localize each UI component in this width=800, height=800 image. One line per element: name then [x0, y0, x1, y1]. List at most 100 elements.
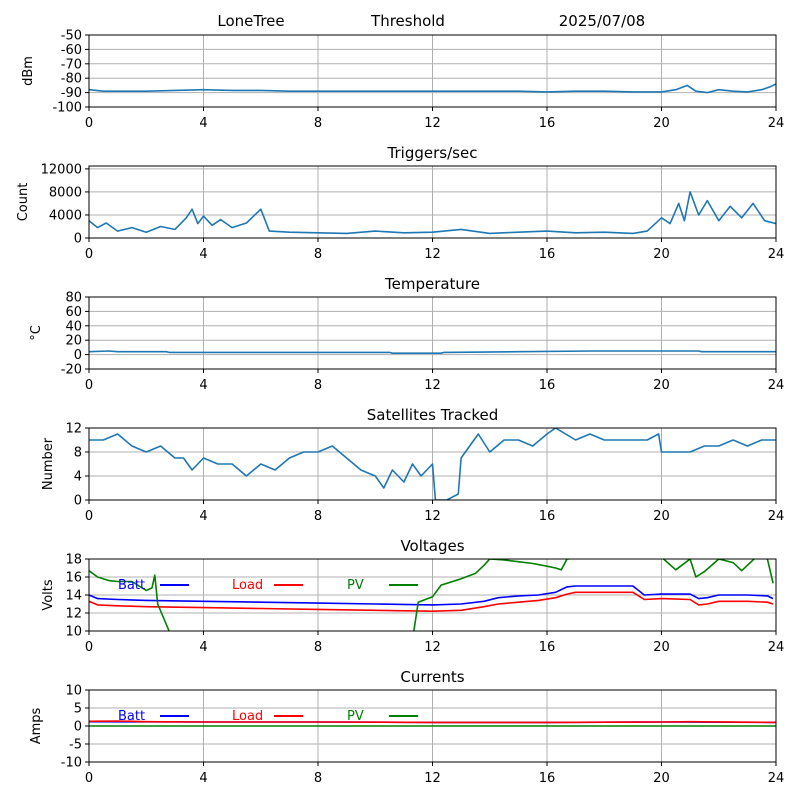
temperature-xtick-label: 4	[199, 378, 207, 393]
rssi-ytick-label: -80	[61, 72, 82, 87]
rssi-ytick-label: -100	[52, 101, 82, 116]
rssi-ytick-label: -60	[61, 43, 82, 58]
satellites-ylabel: Number	[41, 437, 56, 490]
triggers-xtick-label: 4	[199, 247, 207, 262]
currents-xtick-label: 0	[85, 771, 93, 786]
temperature-ytick-label: 40	[65, 319, 82, 334]
satellites-xtick-label: 0	[85, 509, 93, 524]
temperature-ytick-label: 0	[74, 348, 82, 363]
currents-legend-batt: Batt	[118, 709, 145, 724]
currents-xtick-label: 16	[539, 771, 556, 786]
voltages-ytick-label: 16	[65, 571, 82, 586]
temperature-xtick-label: 16	[539, 378, 556, 393]
currents-ytick-label: -5	[69, 738, 82, 753]
triggers-xtick-label: 8	[314, 247, 322, 262]
triggers-title: Triggers/sec	[387, 144, 478, 162]
voltages-xtick-label: 24	[768, 640, 785, 655]
temperature-xtick-label: 20	[653, 378, 670, 393]
rssi-xtick-label: 12	[424, 116, 441, 131]
voltages-xtick-label: 16	[539, 640, 556, 655]
rssi-series-line0	[89, 83, 776, 94]
satellites-title: Satellites Tracked	[367, 406, 498, 424]
triggers-xtick-label: 16	[539, 247, 556, 262]
satellites-xtick-label: 16	[539, 509, 556, 524]
currents-xtick-label: 8	[314, 771, 322, 786]
satellites-ytick-label: 0	[74, 494, 82, 509]
chart-panels: 0 4 8 12 16 20 24 -100-90-80-70-60 -5 0 dBm 0 4 8 12 16…	[16, 29, 784, 787]
temperature-series-group	[89, 350, 776, 355]
currents-ylabel: Amps	[29, 707, 44, 744]
triggers-xtick-label: 0	[85, 247, 93, 262]
rssi-ylabel: dBm	[21, 56, 36, 86]
triggers-ytick-label: 8000	[49, 185, 82, 200]
temperature-xtick-label: 0	[85, 378, 93, 393]
rssi-ytick-label: -90	[61, 86, 82, 101]
voltages-xtick-label: 8	[314, 640, 322, 655]
voltages-xtick-label: 0	[85, 640, 93, 655]
rssi-xtick-label: 16	[539, 116, 556, 131]
triggers-ytick-label: 4000	[49, 208, 82, 223]
panel-satellites: 0 4 8 12 16 20 24 0 4 8 12 Satellites Tracked Number	[41, 406, 784, 524]
temperature-xtick-label: 12	[424, 378, 441, 393]
temperature-ytick-label: -20	[61, 363, 82, 378]
triggers-xtick-label: 24	[768, 247, 785, 262]
triggers-ytick-label: 0	[74, 232, 82, 247]
satellites-series-line0	[89, 428, 776, 500]
voltages-xtick-label: 12	[424, 640, 441, 655]
currents-ytick-label: 5	[74, 702, 82, 717]
temperature-ylabel: °C	[29, 325, 44, 341]
triggers-ytick-label: 12000	[41, 162, 82, 177]
voltages-xtick-label: 4	[199, 640, 207, 655]
rssi-xtick-label: 4	[199, 116, 207, 131]
panel-voltages: 0 4 8 12 16 20 24 10 12 14 16 18 Voltages Volts Batt Lo…	[41, 537, 784, 655]
temperature-ytick-label: 20	[65, 334, 82, 349]
rssi-series-group	[89, 83, 776, 94]
rssi-xtick-label: 24	[768, 116, 785, 131]
currents-legend-load: Load	[232, 709, 263, 724]
temperature-ytick-label: 80	[65, 291, 82, 306]
satellites-ytick-label: 8	[74, 446, 82, 461]
rssi-ytick-label: -70	[61, 57, 82, 72]
voltages-ytick-label: 10	[65, 625, 82, 640]
satellites-xtick-label: 20	[653, 509, 670, 524]
voltages-ylabel: Volts	[41, 579, 56, 611]
temperature-series-line0	[89, 350, 776, 355]
triggers-xtick-label: 20	[653, 247, 670, 262]
panel-triggers: 0 4 8 12 16 20 24 0 4000 8000 12000 Triggers/sec Cou…	[16, 144, 784, 262]
header-date: 2025/07/08	[559, 12, 645, 30]
temperature-xtick-label: 24	[768, 378, 785, 393]
currents-ytick-label: 0	[74, 720, 82, 735]
satellites-ytick-label: 12	[65, 422, 82, 437]
voltages-legend-batt: Batt	[118, 578, 145, 593]
panel-rssi: 0 4 8 12 16 20 24 -100-90-80-70-60-50 dBm	[21, 29, 784, 132]
header-mode: Threshold	[370, 12, 445, 30]
satellites-xtick-label: 24	[768, 509, 785, 524]
voltages-title: Voltages	[400, 537, 464, 555]
voltages-series-pv	[89, 559, 774, 631]
currents-xtick-label: 24	[768, 771, 785, 786]
voltages-series-batt	[89, 585, 774, 606]
temperature-xtick-label: 8	[314, 378, 322, 393]
currents-xtick-label: 12	[424, 771, 441, 786]
triggers-xtick-label: 12	[424, 247, 441, 262]
panel-currents: 0 4 8 12 16 20 24 -10 -5 0 5 10 Currents Amps Batt Load…	[29, 668, 784, 786]
voltages-ytick-label: 18	[65, 553, 82, 568]
currents-legend-pv: PV	[347, 709, 364, 724]
rssi-xtick-label: 8	[314, 116, 322, 131]
voltages-ytick-label: 12	[65, 607, 82, 622]
voltages-xtick-label: 20	[653, 640, 670, 655]
temperature-title: Temperature	[384, 275, 480, 293]
currents-title: Currents	[400, 668, 464, 686]
satellites-ytick-label: 4	[74, 470, 82, 485]
satellites-xtick-label: 8	[314, 509, 322, 524]
temperature-ytick-label: 60	[65, 305, 82, 320]
rssi-xtick-label: 0	[85, 116, 93, 131]
currents-series-group	[89, 720, 776, 727]
voltages-legend-pv: PV	[347, 578, 364, 593]
currents-xtick-label: 4	[199, 771, 207, 786]
triggers-ylabel: Count	[16, 183, 31, 222]
satellites-series-group	[89, 428, 776, 500]
voltages-ytick-label: 14	[65, 589, 82, 604]
